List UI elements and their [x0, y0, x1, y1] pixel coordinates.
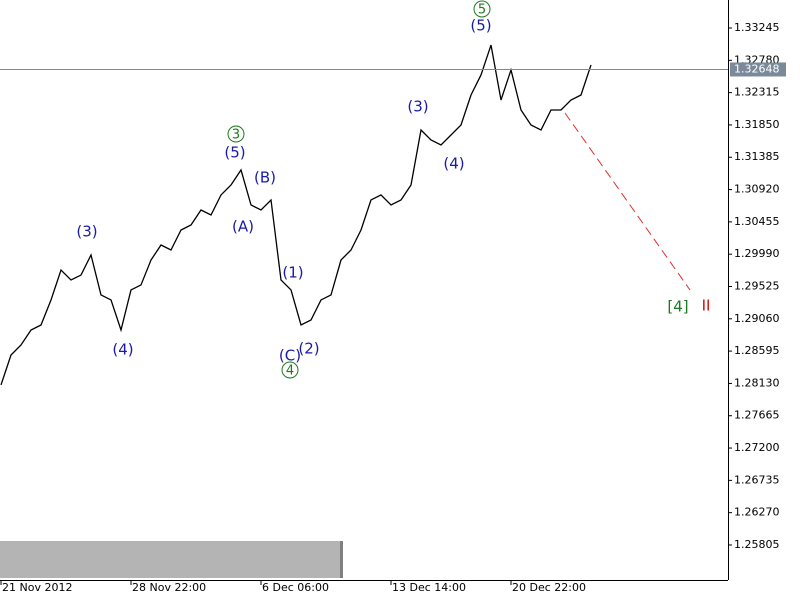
- y-tick-label: 1.27200: [734, 441, 780, 454]
- y-tick-label: 1.28595: [734, 344, 780, 357]
- wave-label: 3: [232, 128, 240, 143]
- y-tick-label: 1.30455: [734, 215, 780, 228]
- y-tick-label: 1.30920: [734, 183, 780, 196]
- wave-circle: [473, 0, 491, 18]
- wave-label: (5): [224, 144, 245, 162]
- wave-label: (5): [470, 17, 491, 35]
- x-tick-label: 28 Nov 22:00: [132, 581, 206, 594]
- y-tick-label: 1.27665: [734, 409, 780, 422]
- y-tick-label: 1.29990: [734, 247, 780, 260]
- y-tick-label: 1.25805: [734, 538, 780, 551]
- wave-label: II: [702, 297, 711, 315]
- wave-circle: [281, 361, 299, 379]
- wave-label: 4: [286, 364, 294, 379]
- current-price-label: 1.32648: [734, 62, 780, 75]
- forecast-line: [564, 112, 691, 291]
- wave-label: (2): [298, 340, 319, 358]
- overlay-panel: [0, 541, 342, 578]
- wave-label: (1): [282, 264, 303, 282]
- y-tick-label: 1.32315: [734, 86, 780, 99]
- y-tick-label: 1.31850: [734, 118, 780, 131]
- y-tick-label: 1.31385: [734, 150, 780, 163]
- wave-label: (3): [407, 98, 428, 116]
- wave-label: (A): [232, 218, 254, 236]
- wave-label: (4): [443, 155, 464, 173]
- wave-label: (B): [254, 169, 276, 187]
- wave-label: [4]: [667, 298, 688, 316]
- wave-label: (C): [279, 347, 301, 365]
- current-price-box: [730, 62, 786, 77]
- x-tick-label: 21 Nov 2012: [2, 581, 72, 594]
- x-tick-label: 20 Dec 22:00: [512, 581, 586, 594]
- y-tick-label: 1.29060: [734, 312, 780, 325]
- wave-label: 5: [478, 3, 486, 18]
- y-tick-label: 1.26270: [734, 506, 780, 519]
- wave-label: (3): [76, 223, 97, 241]
- y-tick-label: 1.28130: [734, 376, 780, 389]
- wave-label: (4): [112, 341, 133, 359]
- y-tick-label: 1.33245: [734, 21, 780, 34]
- wave-circle: [227, 125, 245, 143]
- x-tick-label: 13 Dec 14:00: [392, 581, 466, 594]
- overlay-shadow: [340, 541, 343, 578]
- y-tick-label: 1.26735: [734, 473, 780, 486]
- x-tick-label: 6 Dec 06:00: [262, 581, 329, 594]
- price-line: [0, 44, 592, 386]
- y-tick-label: 1.29525: [734, 279, 780, 292]
